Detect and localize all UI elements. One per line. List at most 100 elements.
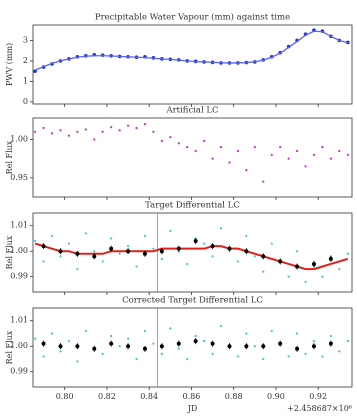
x-tick-label: 0.88 [225, 392, 243, 401]
data-point [143, 234, 147, 238]
binned-point [311, 344, 316, 349]
data-point [135, 357, 138, 361]
data-point [203, 139, 206, 143]
panel-title: Corrected Target Differential LC [122, 296, 263, 306]
binned-point [328, 256, 333, 261]
binned-point [210, 341, 215, 346]
binned-point [126, 344, 131, 349]
binned-point [75, 251, 80, 256]
y-axis-label: PWV (mm) [5, 43, 14, 86]
binned-point [92, 254, 97, 259]
binned-point [295, 264, 300, 269]
data-point [177, 142, 180, 145]
data-point [110, 237, 113, 240]
x-tick-label: 0.84 [140, 392, 158, 401]
binned-point [109, 246, 114, 251]
data-point [270, 153, 273, 156]
data-point [34, 337, 37, 340]
data-point [34, 130, 37, 133]
data-point [287, 157, 290, 160]
data-point [329, 157, 332, 160]
data-point [346, 340, 349, 343]
data-point [50, 132, 54, 135]
data-point [135, 126, 138, 130]
data-point [346, 252, 349, 255]
panel-title: Artificial LC [165, 106, 218, 116]
data-point [245, 234, 248, 238]
binned-point [75, 344, 80, 349]
binned-point [159, 344, 164, 349]
data-point [42, 260, 45, 263]
data-point [321, 275, 324, 278]
x-tick-label: 0.86 [183, 392, 201, 401]
data-point [50, 234, 54, 238]
data-point [143, 123, 147, 126]
binned-point [142, 346, 147, 351]
binned-point [328, 341, 333, 346]
data-point [312, 340, 316, 343]
data-point [211, 157, 214, 160]
data-point [262, 180, 265, 183]
data-point [279, 146, 282, 149]
binned-point [278, 341, 283, 346]
data-point [59, 129, 62, 132]
y-tick-label: 0.99 [10, 272, 28, 281]
data-point [338, 149, 341, 153]
y-tick-label: 0 [23, 97, 28, 106]
data-point [304, 352, 307, 355]
data-point [262, 357, 265, 361]
data-point [67, 242, 71, 245]
fit-line [34, 30, 348, 71]
data-point [203, 242, 206, 245]
data-point [126, 337, 130, 340]
data-point [228, 161, 231, 164]
fit-line [34, 242, 349, 271]
x-tick-label: 0.92 [309, 392, 327, 401]
binned-point [311, 261, 316, 266]
binned-point [109, 341, 114, 346]
data-point [76, 267, 79, 271]
data-point [50, 332, 54, 335]
panel-title: Precipitable Water Vapour (mm) against t… [95, 12, 290, 23]
y-tick-label: 2 [23, 56, 28, 65]
y-tick-label: 1 [23, 76, 28, 85]
data-point [34, 239, 37, 243]
x-offset-label: +2.458687×10⁶ [287, 404, 352, 413]
plot-frame [32, 117, 353, 198]
data-point [67, 340, 71, 343]
binned-point [41, 244, 46, 249]
data-point [93, 250, 96, 253]
data-point [160, 352, 163, 355]
data-point [169, 136, 172, 139]
data-point [211, 255, 214, 258]
plot-frame [32, 24, 353, 105]
binned-point [193, 339, 198, 344]
binned-point [58, 344, 63, 349]
data-point [177, 347, 180, 350]
binned-point [58, 249, 63, 254]
data-point [152, 247, 155, 250]
data-point [338, 267, 341, 271]
binned-point [159, 249, 164, 254]
binned-point [278, 259, 283, 264]
data-point [186, 262, 189, 266]
data-point [118, 252, 121, 255]
binned-point [227, 246, 232, 251]
x-tick-label: 0.90 [267, 392, 285, 401]
data-point [203, 340, 206, 343]
data-point [236, 260, 240, 263]
data-point [219, 227, 223, 230]
data-point [194, 149, 197, 153]
data-point [93, 138, 96, 141]
data-point [101, 130, 104, 133]
y-tick-label: 3 [23, 35, 28, 44]
data-point [270, 329, 273, 333]
data-point [287, 355, 290, 358]
data-point [143, 329, 147, 333]
data-point [262, 270, 265, 273]
y-axis-label: Rel Flux [5, 235, 14, 269]
data-point [304, 280, 307, 283]
y-tick-label: 1.01 [10, 316, 28, 325]
data-point [236, 149, 240, 153]
